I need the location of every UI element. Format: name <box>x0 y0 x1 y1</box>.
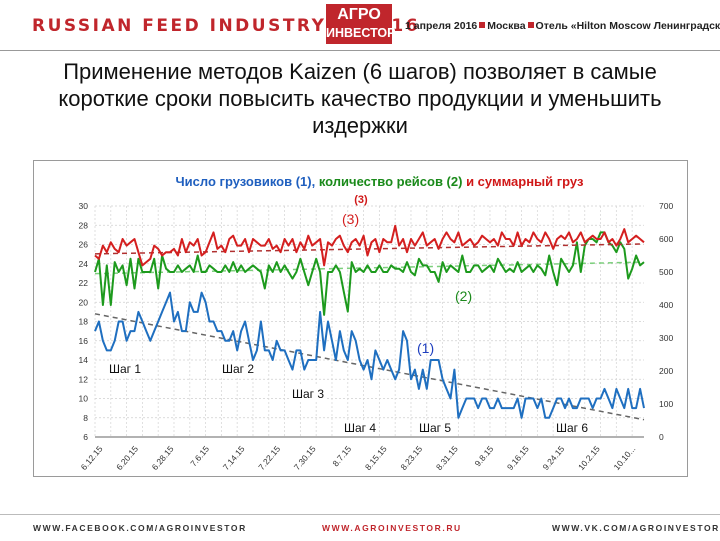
series-label-2: (2) <box>455 288 472 304</box>
logo-line-2: ИНВЕСТОР <box>326 26 396 40</box>
step-annotation-bg <box>342 420 379 436</box>
separator-square-icon <box>527 22 534 28</box>
brand-title: RUSSIAN FEED INDUSTRY — 2016 <box>32 16 421 36</box>
series-line-1 <box>94 291 645 419</box>
y-right-tick-label: 500 <box>659 267 673 277</box>
y-left-tick-label: 16 <box>79 336 89 346</box>
step-annotation-bg <box>554 420 591 436</box>
step-annotation: Шаг 4 <box>344 421 376 435</box>
step-annotation: Шаг 1 <box>109 362 141 376</box>
y-left-tick-label: 26 <box>79 240 89 250</box>
step-annotation: Шаг 3 <box>292 387 324 401</box>
footer: WWW.FACEBOOK.COM/AGROINVESTOR WWW.AGROIN… <box>0 514 720 541</box>
series-label-1: (1) <box>417 340 434 356</box>
y-left-tick-label: 20 <box>79 297 89 307</box>
y-right-tick-label: 600 <box>659 234 673 244</box>
y-left-tick-label: 24 <box>79 259 89 269</box>
agroinvestor-logo: АГРО ИНВЕСТОР <box>326 4 396 44</box>
x-tick-label: 9.24.15 <box>540 444 566 472</box>
event-venue: Отель «Hilton Moscow Ленинградская» <box>535 20 720 32</box>
step-annotation-bg <box>220 361 257 377</box>
footer-facebook-link[interactable]: WWW.FACEBOOK.COM/AGROINVESTOR <box>33 523 247 533</box>
series-label-3: (3) <box>342 211 359 227</box>
event-info: 1 апреля 2016 Москва Отель «Hilton Moscow … <box>405 20 720 32</box>
slide-headline: Применение методов Kaizen (6 шагов) позв… <box>58 59 662 138</box>
step-annotation: Шаг 6 <box>556 421 588 435</box>
chart-title-part-1: , <box>312 174 319 189</box>
y-left-tick-label: 22 <box>79 278 89 288</box>
y-right-tick-label: 400 <box>659 300 673 310</box>
y-left-tick-label: 28 <box>79 220 89 230</box>
step-annotation-bg <box>290 386 327 402</box>
y-left-tick-label: 10 <box>79 394 89 404</box>
x-tick-label: 9.16.15 <box>505 444 531 472</box>
x-tick-label: 7.22.15 <box>256 444 282 472</box>
event-date: 1 апреля 2016 <box>405 20 478 32</box>
y-right-tick-label: 300 <box>659 333 673 343</box>
y-right-tick-label: 200 <box>659 366 673 376</box>
x-tick-label: 10.2.15 <box>576 444 602 472</box>
x-tick-label: 6.20.15 <box>114 444 140 472</box>
event-city: Москва <box>487 20 526 32</box>
y-left-tick-label: 30 <box>79 201 89 211</box>
x-tick-label: 8.23.15 <box>398 444 424 472</box>
x-tick-label: 7.6.15 <box>188 444 211 469</box>
chart-title-part-3: и суммарный груз <box>462 174 584 189</box>
x-tick-label: 9.8.15 <box>472 444 495 469</box>
header-divider <box>0 50 720 51</box>
series-line-2 <box>94 231 645 316</box>
y-left-tick-label: 18 <box>79 317 89 327</box>
x-tick-label: 10.10... <box>612 444 638 472</box>
y-left-tick-label: 8 <box>83 413 88 423</box>
step-annotation-bg <box>107 361 144 377</box>
chart-title: Число грузовиков (1), количество рейсов … <box>176 174 584 189</box>
y-right-tick-label: 700 <box>659 201 673 211</box>
chart-svg: Число грузовиков (1), количество рейсов … <box>79 174 674 472</box>
top-bar: RUSSIAN FEED INDUSTRY — 2016 АГРО ИНВЕСТ… <box>0 0 720 50</box>
x-tick-label: 6.28.15 <box>150 444 176 472</box>
footer-vk-link[interactable]: WWW.VK.COM/AGROINVESTOR <box>552 523 720 533</box>
series-line-3 <box>94 224 645 267</box>
chart-title-part-2: количество рейсов (2) <box>319 174 463 189</box>
x-tick-label: 7.14.15 <box>221 444 247 472</box>
separator-square-icon <box>479 22 486 28</box>
y-right-tick-label: 0 <box>659 432 664 442</box>
x-tick-label: 8.7.15 <box>330 444 353 469</box>
y-right-tick-label: 100 <box>659 399 673 409</box>
logo-line-1: АГРО <box>337 6 381 23</box>
y-left-tick-label: 14 <box>79 355 89 365</box>
chart-title-line2: (3) <box>354 194 368 206</box>
step-annotation: Шаг 2 <box>222 362 254 376</box>
x-tick-label: 8.15.15 <box>363 444 389 472</box>
x-tick-label: 7.30.15 <box>292 444 318 472</box>
x-tick-label: 8.31.15 <box>434 444 460 472</box>
step-annotation-bg <box>417 420 454 436</box>
x-tick-label: 6.12.15 <box>79 444 105 472</box>
chart-title-part-0: Число грузовиков (1) <box>176 174 312 189</box>
y-left-tick-label: 12 <box>79 374 89 384</box>
step-annotation: Шаг 5 <box>419 421 451 435</box>
y-left-tick-label: 6 <box>83 432 88 442</box>
footer-site-link[interactable]: WWW.AGROINVESTOR.RU <box>322 523 462 533</box>
kaizen-chart: Число грузовиков (1), количество рейсов … <box>33 160 688 477</box>
